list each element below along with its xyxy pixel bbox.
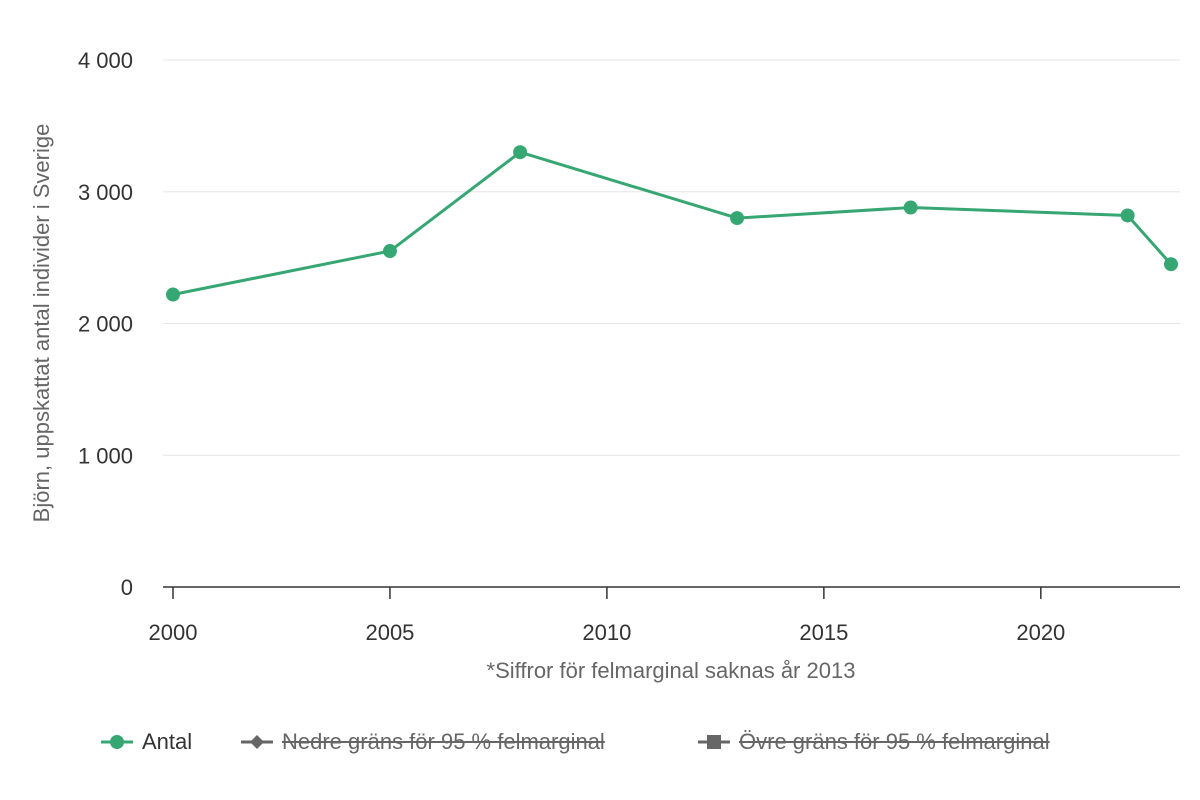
data-point[interactable] [1120,208,1135,223]
legend-marker-circle-icon [101,735,133,749]
data-point[interactable] [1164,257,1178,272]
y-axis-title: Björn, uppskattat antal individer i Sver… [29,124,54,523]
data-point[interactable] [730,211,745,226]
data-point[interactable] [903,200,918,215]
y-tick-label: 4 000 [78,48,133,73]
legend-label: Övre gräns för 95 % felmarginal [739,729,1050,754]
series-layer [166,145,1178,302]
x-tick-label: 2010 [582,620,631,645]
y-tick-label: 1 000 [78,443,133,468]
y-tick-label: 2 000 [78,312,133,337]
legend-marker-square-icon [698,735,730,749]
x-axis [163,586,1180,599]
legend-marker-diamond-icon [241,735,273,749]
series-line-antal [171,150,1173,297]
y-axis-tick-labels: 0 1 000 2 000 3 000 4 000 [78,48,133,600]
x-axis-title: *Siffror för felmarginal saknas år 2013 [487,658,856,683]
gridlines [163,59,1180,456]
legend-label: Nedre gräns för 95 % felmarginal [282,729,605,754]
legend-item-nedre-grans[interactable]: Nedre gräns för 95 % felmarginal [240,722,605,762]
y-tick-label: 0 [121,575,133,600]
x-axis-tick-labels: 2000 2005 2010 2015 2020 [149,620,1066,645]
x-tick-label: 2020 [1016,620,1065,645]
y-tick-label: 3 000 [78,180,133,205]
legend-item-ovre-grans[interactable]: Övre gräns för 95 % felmarginal [697,722,1050,762]
data-point[interactable] [166,287,180,302]
data-point[interactable] [513,145,528,160]
legend: Antal Nedre gräns för 95 % felmarginal Ö… [0,722,1200,762]
legend-item-antal[interactable]: Antal [100,722,192,762]
legend-label: Antal [142,729,193,754]
x-tick-label: 2005 [365,620,414,645]
x-tick-label: 2015 [799,620,848,645]
data-point[interactable] [382,244,397,259]
x-tick-label: 2000 [149,620,198,645]
